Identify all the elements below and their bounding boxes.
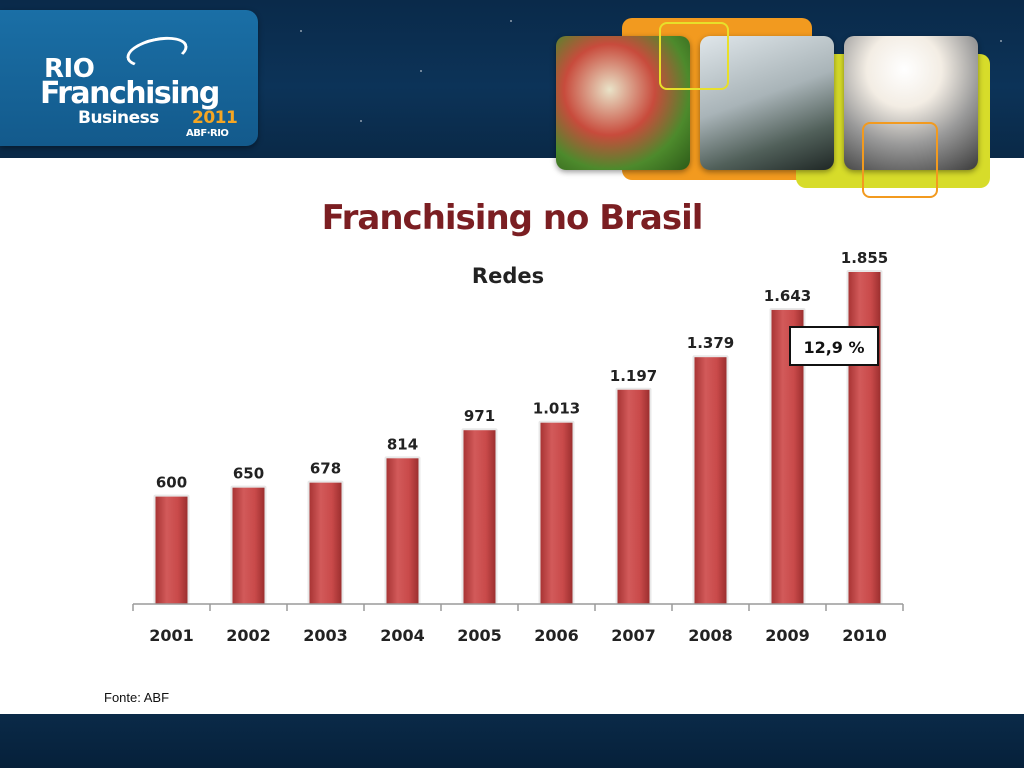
bar-chart: Redes 2001 2002 2003 2004 2005 2006 2007 2008 20… — [132, 249, 904, 645]
bar-value-label: 1.855 — [841, 249, 888, 267]
bar-2007 — [617, 389, 650, 604]
event-logo: RIO Franchising Business 2011 ABF·RIO — [0, 10, 258, 146]
x-tick-label: 2008 — [688, 626, 733, 645]
bar-value-label: 1.197 — [610, 367, 657, 385]
star-decoration — [1000, 40, 1002, 42]
yellow-outline-square — [659, 22, 729, 90]
star-decoration — [420, 70, 422, 72]
x-tick-label: 2003 — [303, 626, 348, 645]
bar-value-label: 650 — [233, 465, 264, 483]
slide-title: Franchising no Brasil — [321, 198, 704, 238]
bar-value-label: 1.013 — [533, 400, 580, 418]
star-decoration — [360, 120, 362, 122]
bar-2010 — [848, 272, 881, 604]
bar-value-label: 1.643 — [764, 287, 811, 305]
bar-2002 — [232, 487, 265, 604]
x-tick-label: 2005 — [457, 626, 502, 645]
growth-callout: 12,9 % — [789, 326, 879, 366]
x-tick-label: 2001 — [149, 626, 194, 645]
x-tick-label: 2002 — [226, 626, 271, 645]
bar-value-label: 678 — [310, 460, 341, 478]
orange-outline-square — [862, 122, 938, 198]
star-decoration — [510, 20, 512, 22]
chart-title: Redes — [472, 264, 544, 288]
bar-2008 — [694, 357, 727, 604]
bar-value-label: 971 — [464, 407, 495, 425]
logo-text-rio: RIO — [44, 54, 95, 84]
logo-text-year: 2011 — [192, 108, 238, 128]
source-note: Fonte: ABF — [104, 690, 170, 705]
bar-value-label: 600 — [156, 474, 187, 492]
sandwich-photo — [556, 36, 690, 170]
bar-value-label: 814 — [387, 435, 418, 453]
x-tick-label: 2009 — [765, 626, 810, 645]
footer-band — [0, 714, 1024, 768]
x-tick-label: 2004 — [380, 626, 425, 645]
bar-2004 — [386, 458, 419, 604]
bar-2003 — [309, 482, 342, 604]
logo-text-org: ABF·RIO — [186, 128, 229, 139]
x-tick-label: 2006 — [534, 626, 579, 645]
computer-desk-photo — [700, 36, 834, 170]
star-decoration — [300, 30, 302, 32]
bar-2006 — [540, 422, 573, 604]
bar-value-label: 1.379 — [687, 334, 734, 352]
callout-text: 12,9 % — [803, 338, 864, 357]
bar-2005 — [463, 430, 496, 604]
callout-box — [789, 326, 879, 366]
logo-text-franchising: Franchising — [40, 76, 220, 111]
coffee-cup-photo — [844, 36, 978, 170]
bar-2001 — [155, 496, 188, 604]
x-tick-label: 2010 — [842, 626, 887, 645]
logo-text-business: Business — [78, 108, 159, 128]
x-tick-label: 2007 — [611, 626, 656, 645]
